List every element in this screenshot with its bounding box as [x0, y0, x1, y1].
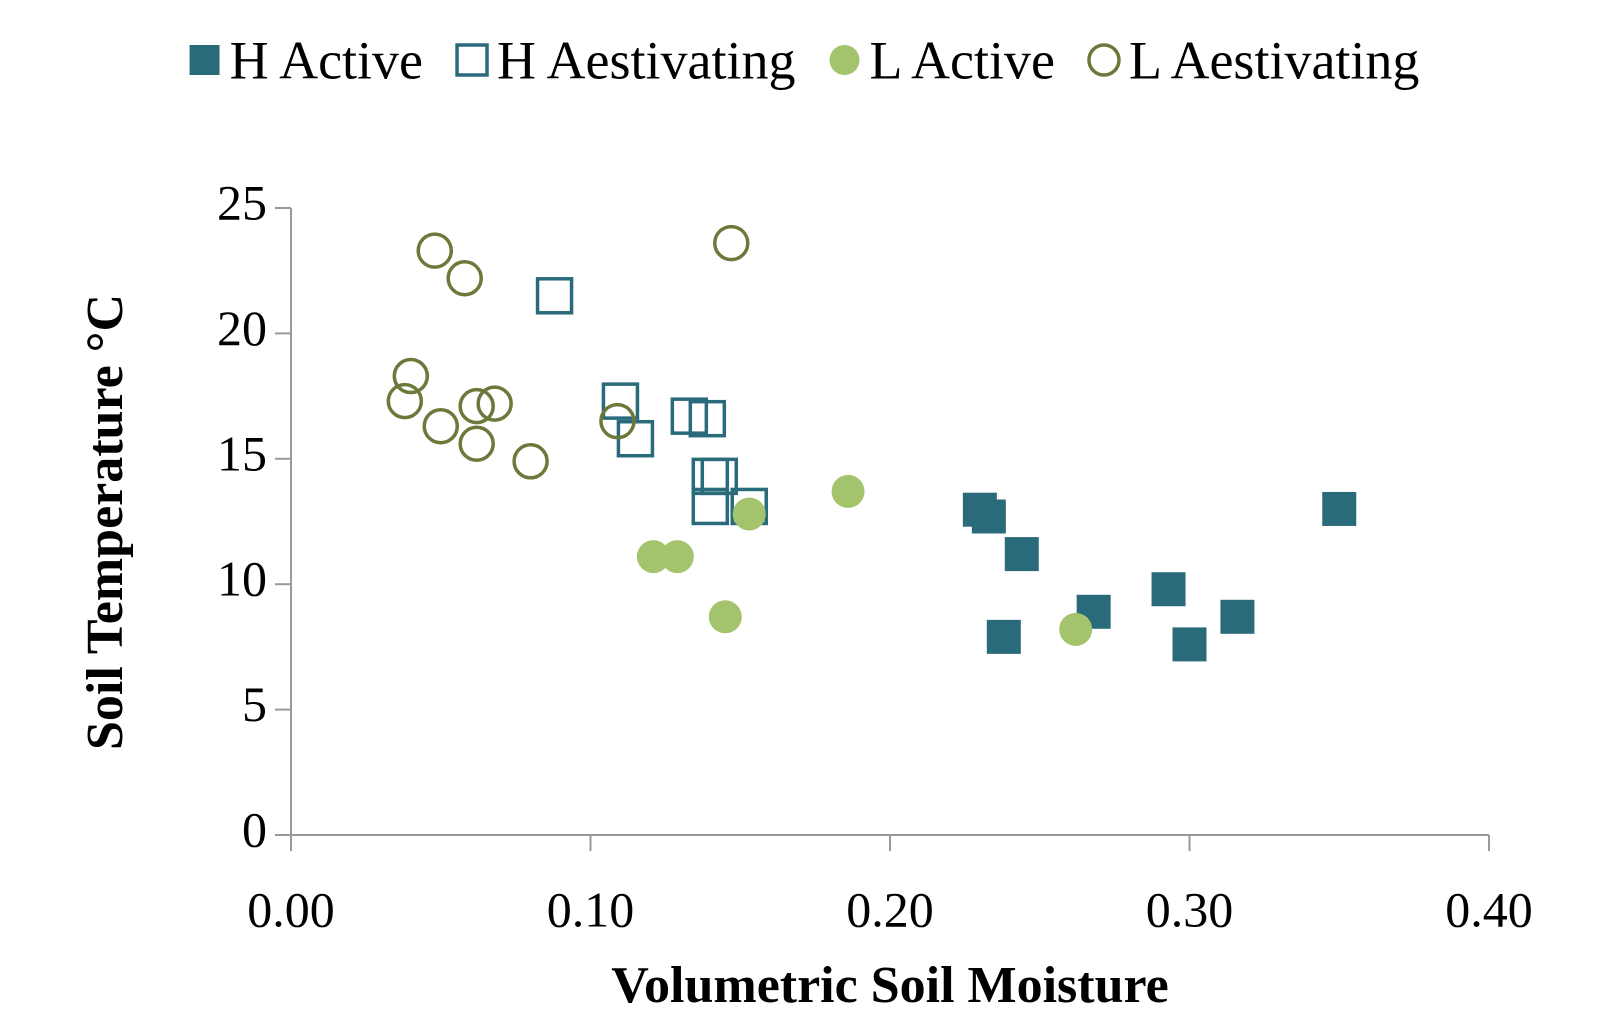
point [1004, 537, 1039, 572]
point [386, 382, 424, 420]
legend-marker [829, 45, 860, 75]
legend-label: H Active [230, 30, 423, 90]
x-tick-label: 0.40 [1445, 881, 1533, 937]
point [416, 232, 454, 269]
point [476, 385, 513, 422]
point [616, 419, 655, 458]
point [700, 457, 739, 496]
point [660, 540, 694, 574]
point [1151, 572, 1186, 607]
point [458, 425, 495, 463]
x-axis-title: Volumetric Soil Moisture [611, 957, 1169, 1014]
x-tick-label: 0.20 [846, 881, 934, 937]
point [512, 443, 549, 480]
y-tick-label: 15 [217, 425, 267, 481]
point [458, 387, 495, 425]
y-axis-title: Soil Temperature °C [77, 294, 134, 750]
point [708, 600, 742, 634]
point [831, 474, 865, 508]
point [599, 402, 636, 440]
x-tick-label: 0.00 [247, 881, 335, 937]
point [636, 540, 670, 574]
point [732, 497, 766, 531]
legend-label: L Active [870, 30, 1055, 90]
point [1059, 612, 1093, 646]
point [446, 259, 483, 297]
y-tick-label: 10 [217, 551, 267, 607]
legend-label: L Aestivating [1129, 30, 1419, 90]
point [986, 619, 1021, 654]
point [688, 399, 727, 438]
y-tick-label: 5 [242, 676, 267, 732]
y-tick-label: 0 [242, 801, 267, 857]
y-tick-label: 25 [217, 174, 267, 230]
point [971, 499, 1006, 534]
point [422, 407, 459, 445]
x-tick-label: 0.10 [547, 881, 635, 937]
legend-label: H Aestivating [497, 30, 795, 90]
legend-marker [455, 43, 489, 77]
point [392, 357, 430, 395]
point [1322, 491, 1357, 526]
point [535, 277, 574, 315]
point [601, 382, 640, 420]
legend-marker [189, 45, 220, 75]
point [713, 224, 750, 262]
legend-marker [1087, 43, 1121, 77]
x-tick-label: 0.30 [1146, 881, 1234, 937]
point [1172, 627, 1207, 662]
point [691, 487, 730, 526]
point [1220, 599, 1255, 634]
y-tick-label: 20 [217, 300, 267, 356]
